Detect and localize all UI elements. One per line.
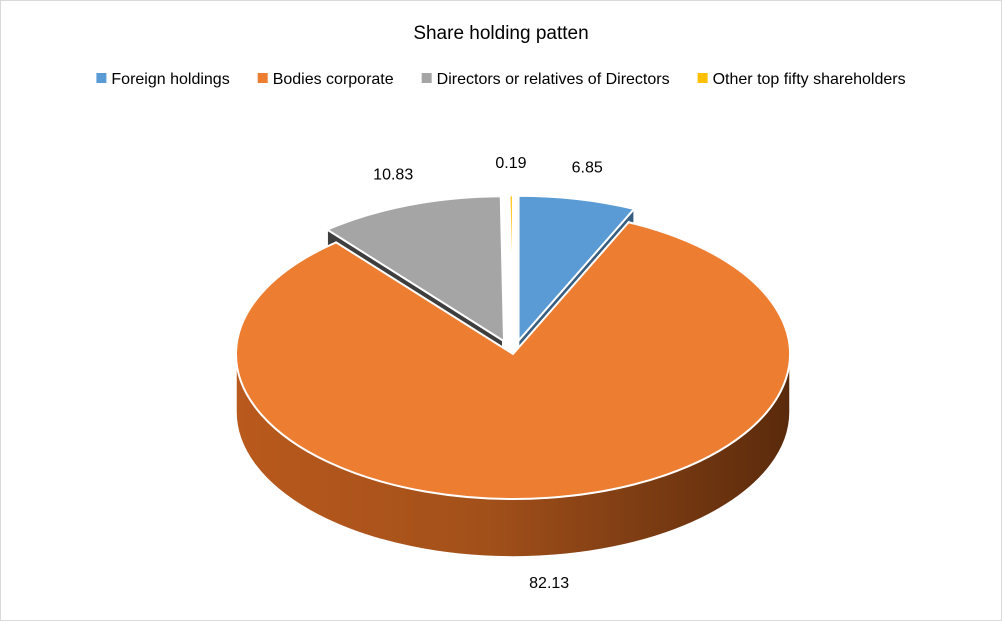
legend: Foreign holdings Bodies corporate Director… xyxy=(96,71,906,88)
legend-label: Other top fifty shareholders xyxy=(713,71,906,88)
data-label-foreign-holdings: 6.85 xyxy=(572,159,603,176)
legend-label: Foreign holdings xyxy=(111,71,229,88)
chart-title: Share holding patten xyxy=(413,23,588,44)
legend-swatch xyxy=(421,73,432,83)
legend-label: Bodies corporate xyxy=(273,71,394,88)
slice-top xyxy=(235,221,791,500)
data-label-directors-or-relatives-of-directors: 10.83 xyxy=(373,166,413,183)
legend-swatch xyxy=(96,73,107,83)
slice-bodies-corporate xyxy=(235,220,791,558)
legend-swatch xyxy=(257,73,268,83)
data-label-other-top-fifty-shareholders: 0.19 xyxy=(495,155,526,172)
legend-swatch xyxy=(697,73,708,83)
legend-item-other-top-fifty-shareholders: Other top fifty shareholders xyxy=(697,71,906,88)
legend-item-foreign-holdings: Foreign holdings xyxy=(96,71,230,88)
slice-top xyxy=(325,195,506,344)
data-labels: 6.85 82.13 10.83 0.19 xyxy=(373,155,603,592)
legend-label: Directors or relatives of Directors xyxy=(437,71,670,88)
slice-other-top-fifty-shareholders xyxy=(508,194,514,399)
data-label-bodies-corporate: 82.13 xyxy=(529,575,569,592)
slice-top xyxy=(508,194,514,341)
legend-item-bodies-corporate: Bodies corporate xyxy=(257,71,394,88)
legend-item-directors-or-relatives-of-directors: Directors or relatives of Directors xyxy=(421,71,670,88)
pie-slices xyxy=(235,194,791,558)
slice-top xyxy=(517,194,636,344)
